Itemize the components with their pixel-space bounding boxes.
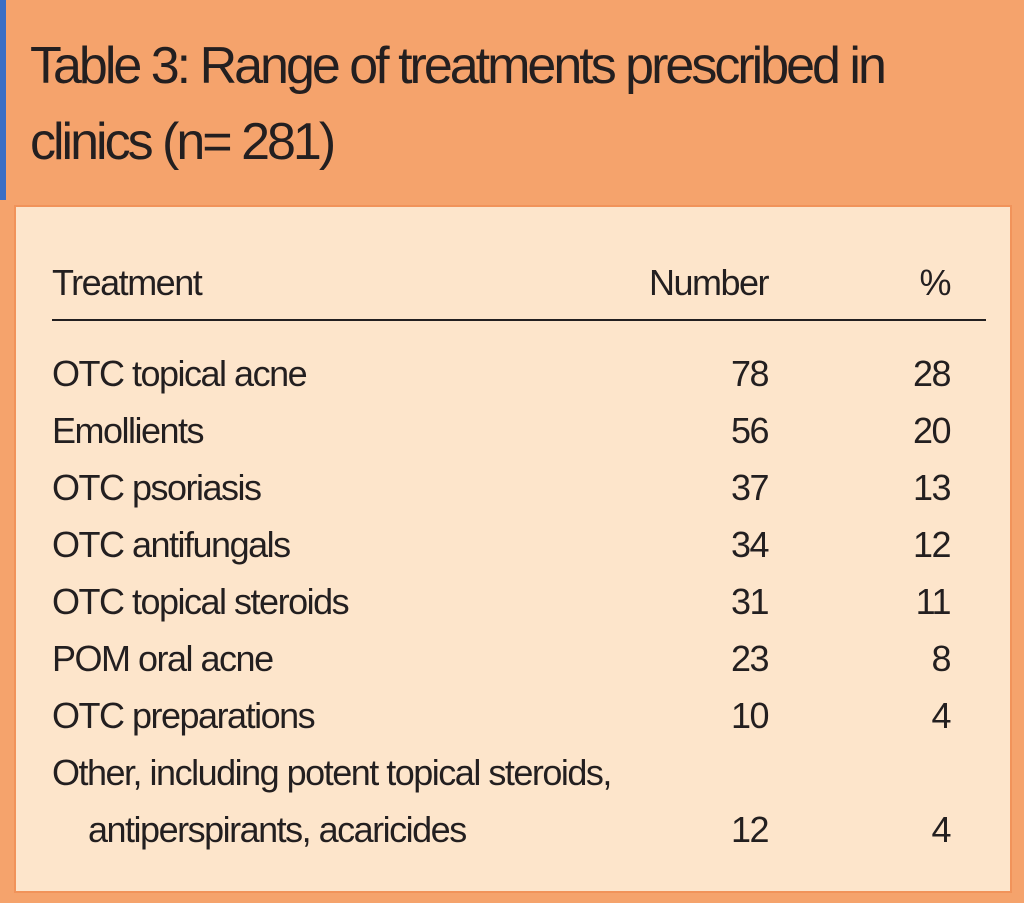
- percent-cell: 13: [912, 467, 952, 508]
- number-cell: 78: [730, 353, 770, 394]
- percent-cell: 11: [915, 581, 952, 622]
- treatment-cell: OTC topical steroids: [52, 581, 350, 622]
- treatment-cell: antiperspirants, acaricides: [88, 809, 467, 850]
- number-cell: 34: [730, 524, 770, 565]
- percent-cell: 4: [931, 809, 951, 850]
- percent-cell: 4: [931, 695, 951, 736]
- accent-bar: [0, 0, 6, 200]
- treatment-cell: OTC psoriasis: [52, 467, 262, 508]
- percent-cell: 8: [931, 638, 951, 679]
- treatment-cell: Emollients: [52, 410, 205, 451]
- treatment-cell: OTC preparations: [52, 695, 316, 736]
- table-panel: Treatment Number % OTC topical acne 78 28 E…: [14, 205, 1012, 893]
- number-cell: 12: [730, 809, 770, 850]
- percent-cell: 12: [912, 524, 952, 565]
- percent-cell: 28: [912, 353, 952, 394]
- number-cell: 56: [730, 410, 770, 451]
- column-header: Treatment: [52, 262, 203, 303]
- number-cell: 37: [730, 467, 770, 508]
- number-cell: 10: [730, 695, 770, 736]
- number-cell: 31: [730, 581, 770, 622]
- treatment-cell: OTC topical acne: [52, 353, 308, 394]
- treatment-cell: POM oral acne: [52, 638, 274, 679]
- percent-cell: 20: [912, 410, 952, 451]
- header-rule: [52, 319, 986, 321]
- column-header: Number: [648, 262, 770, 303]
- column-header: %: [919, 262, 951, 303]
- treatment-cell: OTC antifungals: [52, 524, 291, 565]
- table-title: Table 3: Range of treatments prescribed …: [30, 37, 887, 171]
- treatment-cell: Other, including potent topical steroids…: [52, 752, 612, 793]
- number-cell: 23: [730, 638, 770, 679]
